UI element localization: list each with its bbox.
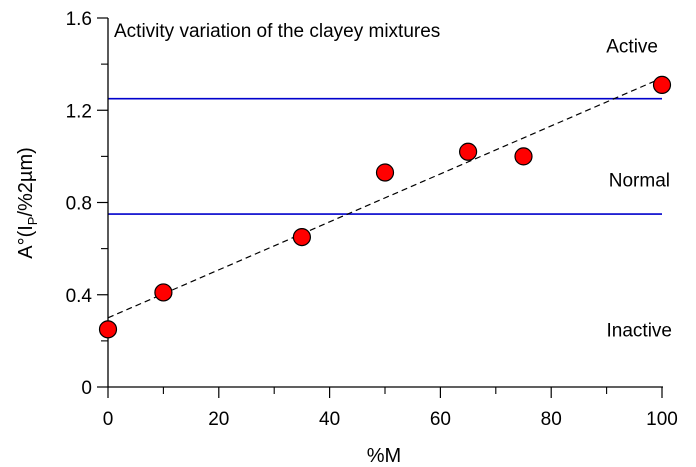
- x-tick-label: 100: [646, 409, 678, 430]
- y-tick-label: 0: [81, 378, 92, 399]
- y-axis-title-main: A°(I: [15, 225, 37, 259]
- y-tick-label: 1.2: [66, 101, 92, 122]
- y-axis-title: A°(IP/%2µm): [15, 147, 40, 259]
- data-point: [98, 320, 118, 339]
- data-point: [375, 163, 395, 182]
- data-points: [98, 75, 672, 339]
- chart-title: Activity variation of the clayey mixture…: [114, 21, 440, 42]
- x-tick-label: 60: [430, 409, 451, 430]
- data-point: [652, 75, 672, 94]
- axes: [107, 18, 663, 388]
- trend-line-group: [107, 77, 663, 319]
- x-ticks: 0 20 40 60 80 100: [103, 387, 678, 430]
- region-label-inactive: Inactive: [607, 320, 672, 341]
- x-tick-label: 0: [103, 409, 114, 430]
- region-label-normal: Normal: [609, 170, 670, 191]
- x-tick-label: 40: [319, 409, 340, 430]
- data-point: [514, 147, 533, 166]
- y-tick-label: 1.6: [66, 9, 92, 30]
- x-tick-label: 80: [541, 409, 562, 430]
- trend-line: [107, 77, 663, 319]
- threshold-lines: [108, 97, 662, 215]
- data-point: [459, 142, 478, 161]
- region-label-active: Active: [606, 37, 658, 58]
- x-axis-title: %M: [367, 445, 401, 467]
- y-ticks: 0 0.4 0.8 1.2 1.6: [66, 9, 108, 399]
- y-axis-title-sub: P: [25, 217, 40, 226]
- y-axis-title-rest: /%2µm): [15, 147, 37, 216]
- data-point: [292, 227, 311, 247]
- x-tick-label: 20: [208, 409, 229, 430]
- data-point: [154, 283, 173, 302]
- y-tick-label: 0.4: [66, 286, 93, 307]
- y-tick-label: 0.8: [66, 194, 92, 215]
